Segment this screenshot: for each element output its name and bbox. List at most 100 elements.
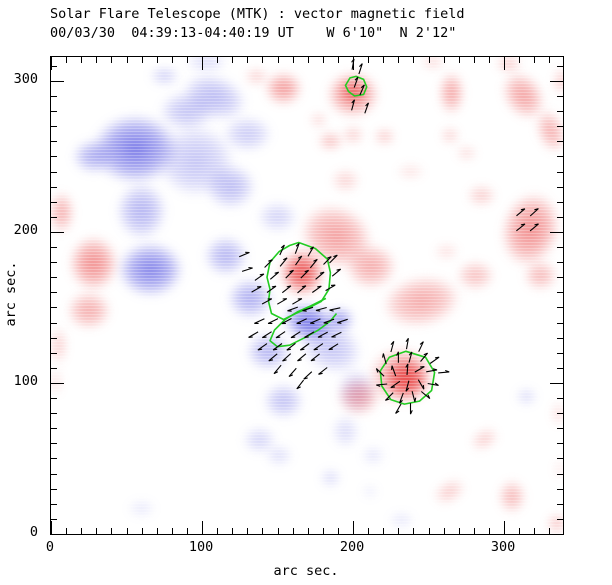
magnetic-field-vector (323, 318, 335, 324)
axis-tick (51, 126, 57, 128)
magnetic-field-vector (294, 243, 300, 254)
axis-tick (51, 292, 57, 294)
magnetic-field-vector (375, 368, 385, 377)
central-kernel-contour (266, 241, 332, 321)
axis-tick (550, 231, 563, 233)
axis-tick (557, 352, 563, 354)
positive-polarity-blob (493, 473, 530, 519)
magnetic-field-vector (299, 343, 310, 351)
magnetic-field-vector (329, 307, 341, 312)
negative-polarity-blob (236, 422, 283, 459)
axis-tick (368, 528, 370, 534)
magnetic-field-vector (300, 269, 309, 279)
positive-polarity-blob (390, 162, 431, 181)
axis-tick (156, 528, 158, 534)
magnetic-field-vector (328, 343, 339, 351)
positive-polarity-blob (339, 123, 367, 148)
negative-polarity-blob (195, 156, 266, 217)
positive-polarity-blob (51, 319, 70, 371)
negative-polarity-blob (513, 385, 541, 408)
magnetic-field-vector (269, 271, 280, 280)
y-axis-tick-label: 300 (13, 70, 38, 87)
axis-tick (247, 528, 249, 534)
positive-polarity-blob (418, 57, 449, 71)
positive-polarity-blob (336, 236, 406, 297)
axis-tick (557, 292, 563, 294)
axis-tick (557, 337, 563, 339)
axis-tick (443, 57, 445, 63)
magnetic-field-vector (318, 367, 328, 375)
magnetic-field-vector (290, 331, 301, 339)
magnetic-field-vector (272, 343, 283, 351)
axis-tick (51, 503, 57, 505)
magnetic-field-vector (288, 367, 297, 378)
axis-tick (413, 57, 415, 63)
magnetic-field-vector (275, 331, 286, 339)
magnetic-field-vector (292, 298, 303, 305)
magnetic-field-vector (287, 306, 298, 312)
magnetic-field-vector (417, 379, 425, 390)
magnetic-field-vector (238, 251, 250, 258)
axis-tick (383, 528, 385, 534)
axis-tick (557, 458, 563, 460)
axis-tick (51, 352, 57, 354)
axis-tick (126, 528, 128, 534)
axis-tick (51, 247, 57, 249)
axis-tick (557, 262, 563, 264)
axis-tick (550, 382, 563, 384)
magnetic-field-vector (405, 337, 409, 350)
axis-tick (217, 57, 219, 63)
positive-polarity-blob (330, 370, 388, 423)
axis-tick (307, 57, 309, 63)
positive-polarity-blob (307, 111, 329, 130)
axis-tick (51, 473, 57, 475)
magnetic-field-vector (307, 246, 314, 257)
magnetic-field-vector (398, 392, 404, 404)
magnetic-field-vector (315, 306, 327, 312)
magnetic-field-vector (304, 331, 315, 338)
magnetic-field-vector (516, 208, 526, 217)
axis-tick (111, 57, 113, 63)
positive-polarity-blob (325, 165, 366, 196)
negative-polarity-blob (357, 443, 388, 468)
axis-tick (557, 96, 563, 97)
axis-tick (51, 111, 57, 113)
magnetic-field-vector (405, 363, 409, 375)
magnetic-field-vector (281, 318, 292, 325)
magnetic-field-vector (281, 285, 292, 294)
negative-polarity-blob (260, 441, 298, 470)
axis-tick (557, 141, 563, 143)
x-axis-tick-label: 200 (339, 539, 365, 555)
positive-polarity-blob (51, 361, 64, 402)
axis-tick (557, 367, 563, 369)
magnetic-field-vector (351, 99, 356, 111)
axis-tick (519, 528, 521, 534)
magnetic-field-vector (405, 380, 410, 392)
contour-overlay (266, 75, 436, 405)
axis-tick (51, 488, 57, 490)
magnetic-field-vector (418, 341, 424, 352)
axis-tick (368, 57, 370, 63)
axis-tick (51, 518, 57, 520)
axis-tick (51, 428, 57, 430)
axis-tick (557, 201, 563, 203)
positive-polarity-blob (430, 240, 464, 263)
negative-polarity-blob (360, 484, 379, 500)
magnetic-field-vector (325, 284, 336, 292)
axis-tick (557, 111, 563, 113)
axis-tick (96, 528, 98, 534)
positive-polarity-blob (60, 225, 127, 302)
axis-tick (550, 80, 563, 82)
positive-polarity-blob (313, 129, 347, 154)
axis-tick (111, 528, 113, 534)
axis-tick (504, 57, 506, 70)
axis-tick (557, 277, 563, 279)
magnetic-field-vector (390, 380, 401, 389)
negative-polarity-blob (327, 408, 364, 454)
magnetic-field-vector (427, 382, 439, 386)
magnetic-field-vector (273, 364, 282, 375)
axis-tick (557, 247, 563, 249)
axis-tick (51, 156, 57, 158)
magnetic-field-vector (315, 271, 325, 280)
positive-polarity-blob (437, 124, 462, 146)
